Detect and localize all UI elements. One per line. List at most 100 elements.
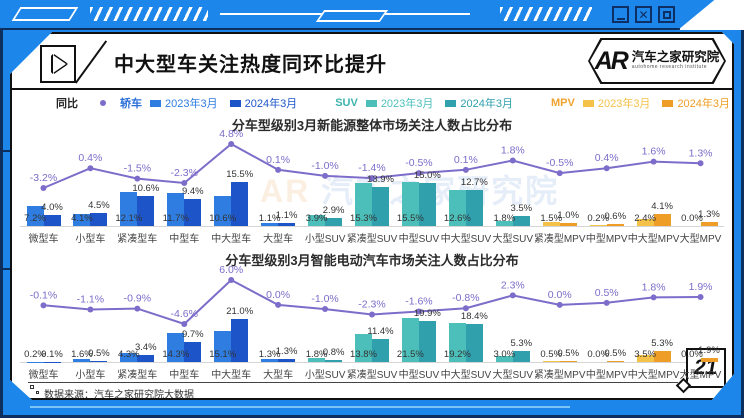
value-label-2024: 5.3% bbox=[651, 338, 673, 350]
bar-2023-中大型MPV bbox=[636, 219, 654, 226]
close-icon: ✕ bbox=[638, 7, 649, 22]
bar-2024-中型SUV bbox=[418, 183, 436, 226]
bar-2023-大型SUV bbox=[495, 355, 513, 362]
value-label-2024: 1.0% bbox=[557, 210, 580, 222]
value-label-2023: 4.1% bbox=[71, 213, 93, 224]
bar-2023-紧凑型车 bbox=[120, 191, 138, 226]
value-label-2024: 0.5% bbox=[604, 348, 627, 359]
hatch-stripes-right bbox=[500, 7, 592, 21]
category-label: 紧凑型MPV bbox=[533, 234, 586, 245]
value-label-2023: 2.4% bbox=[634, 213, 656, 224]
svg-text:-1.0%: -1.0% bbox=[311, 293, 338, 305]
bar-2024-紧凑型SUV bbox=[372, 186, 389, 226]
play-icon bbox=[53, 55, 66, 73]
value-label-2024: 3.5% bbox=[510, 203, 533, 215]
svg-text:1.6%: 1.6% bbox=[642, 146, 666, 158]
category-label: 大型SUV bbox=[492, 370, 534, 381]
category-label: 大型车 bbox=[263, 234, 294, 245]
svg-text:0.1%: 0.1% bbox=[454, 154, 478, 166]
bar-2024-大型SUV bbox=[512, 351, 530, 362]
value-label-2023: 1.3% bbox=[258, 349, 281, 360]
play-button[interactable] bbox=[40, 45, 76, 83]
category-label: 中大型SUV bbox=[440, 234, 492, 245]
bar-2024-中型车 bbox=[184, 199, 202, 226]
value-label-2023: 15.1% bbox=[209, 349, 237, 360]
bar-2024-大型车 bbox=[278, 359, 296, 362]
category-label: 大型MPV bbox=[679, 234, 722, 245]
svg-text:-3.2%: -3.2% bbox=[30, 172, 57, 184]
value-label-2023: 1.8% bbox=[305, 349, 328, 360]
titlebar-center-line bbox=[220, 13, 470, 15]
category-label: 大型MPV bbox=[679, 370, 722, 381]
category-label: 紧凑型SUV bbox=[346, 370, 398, 381]
bar-2023-紧凑型MPV bbox=[542, 221, 560, 226]
svg-text:0.0%: 0.0% bbox=[548, 289, 572, 301]
bar-2023-紧凑型MPV bbox=[542, 361, 560, 362]
bar-2023-中大型SUV bbox=[448, 322, 466, 362]
category-label: 中型SUV bbox=[398, 234, 440, 245]
svg-text:-0.1%: -0.1% bbox=[30, 289, 57, 301]
category-label: 中大型车 bbox=[211, 370, 252, 381]
bar-2024-微型车 bbox=[43, 214, 61, 226]
value-label-2024: 0.1% bbox=[41, 348, 63, 360]
data-source: 数据来源：汽车之家研究院大数据 bbox=[44, 390, 194, 401]
swatch-suv-2023 bbox=[365, 99, 377, 107]
value-label-2024: 21.0% bbox=[226, 306, 254, 317]
bar-2023-小型车 bbox=[73, 214, 91, 226]
bar-2023-大型车 bbox=[261, 359, 279, 362]
value-label-2024: 5.3% bbox=[510, 338, 533, 350]
swatch-suv-2024 bbox=[445, 99, 457, 107]
value-label-2024: 9.4% bbox=[181, 186, 204, 198]
left-edge-decoration bbox=[0, 150, 10, 270]
value-label-2023: 1.5% bbox=[540, 213, 563, 224]
chart2-plot-area: 0.2% 0.1% 微型车 1.6% 0.5% 小型车 4.3% 3.4% 紧凑型车 14.3% 9… bbox=[20, 264, 724, 382]
category-label: 紧凑型车 bbox=[117, 234, 158, 245]
bar-2024-紧凑型车 bbox=[137, 355, 155, 362]
logo-subtitle: autohome research institute bbox=[631, 64, 707, 71]
bottom-edge-decoration bbox=[30, 406, 570, 408]
brand-logo: AR 汽车之家研究院 autohome research institute bbox=[588, 38, 726, 84]
header-slash-decoration bbox=[74, 40, 108, 84]
chart-legend: 同比 轿车 2023年3月 2024年3月 SUV 2023年3月 2024年3… bbox=[56, 94, 730, 112]
svg-text:0.0%: 0.0% bbox=[266, 289, 290, 301]
category-label: 中大型车 bbox=[211, 234, 252, 245]
category-label: 大型车 bbox=[263, 370, 294, 381]
svg-text:0.4%: 0.4% bbox=[595, 152, 619, 164]
page-number-box: 21 bbox=[686, 348, 726, 388]
bar-2023-中型车 bbox=[167, 192, 185, 226]
value-label-2024: 19.9% bbox=[413, 308, 441, 320]
bar-2023-大型车 bbox=[261, 222, 279, 226]
svg-text:-1.5%: -1.5% bbox=[124, 163, 151, 175]
category-label: 紧凑型车 bbox=[117, 370, 158, 381]
bar-2023-小型车 bbox=[73, 358, 91, 362]
value-label-2023: 0.0% bbox=[681, 349, 703, 360]
maximize-button[interactable] bbox=[658, 6, 675, 23]
svg-text:-4.6%: -4.6% bbox=[171, 308, 198, 320]
value-label-2024: 12.7% bbox=[460, 176, 488, 188]
bar-2023-中型SUV bbox=[401, 318, 419, 362]
header-divider bbox=[10, 88, 734, 90]
bar-2024-小型SUV bbox=[325, 360, 343, 362]
bar-2024-紧凑型车 bbox=[137, 195, 155, 226]
value-label-2024: 11.4% bbox=[367, 325, 394, 337]
bar-2023-紧凑型SUV bbox=[355, 182, 372, 226]
value-label-2023: 21.5% bbox=[396, 349, 424, 360]
value-label-2023: 0.0% bbox=[587, 349, 610, 360]
svg-text:-2.3%: -2.3% bbox=[358, 298, 385, 310]
value-label-2024: 1.1% bbox=[275, 209, 298, 221]
bar-2024-中大型SUV bbox=[465, 189, 483, 226]
chart1-title: 分车型级别3月新能源整体市场关注人数占比分布 bbox=[231, 118, 513, 133]
minimize-button[interactable] bbox=[612, 6, 629, 23]
category-label: 中型车 bbox=[169, 370, 200, 381]
swatch-mpv-2024 bbox=[662, 99, 674, 107]
titlebar-decoration bbox=[11, 7, 79, 21]
value-label-2024: 15.5% bbox=[226, 169, 254, 180]
svg-text:1.3%: 1.3% bbox=[689, 147, 713, 159]
value-label-2024: 0.5% bbox=[88, 348, 110, 359]
value-label-2023: 0.2% bbox=[24, 349, 46, 360]
bar-2024-中型车 bbox=[184, 342, 202, 362]
close-button[interactable]: ✕ bbox=[635, 6, 652, 23]
svg-text:1.8%: 1.8% bbox=[642, 281, 666, 293]
svg-text:-0.9%: -0.9% bbox=[124, 293, 151, 305]
slide-panel: 中大型车关注热度同环比提升 AR 汽车之家研究院 autohome resear… bbox=[10, 32, 734, 400]
